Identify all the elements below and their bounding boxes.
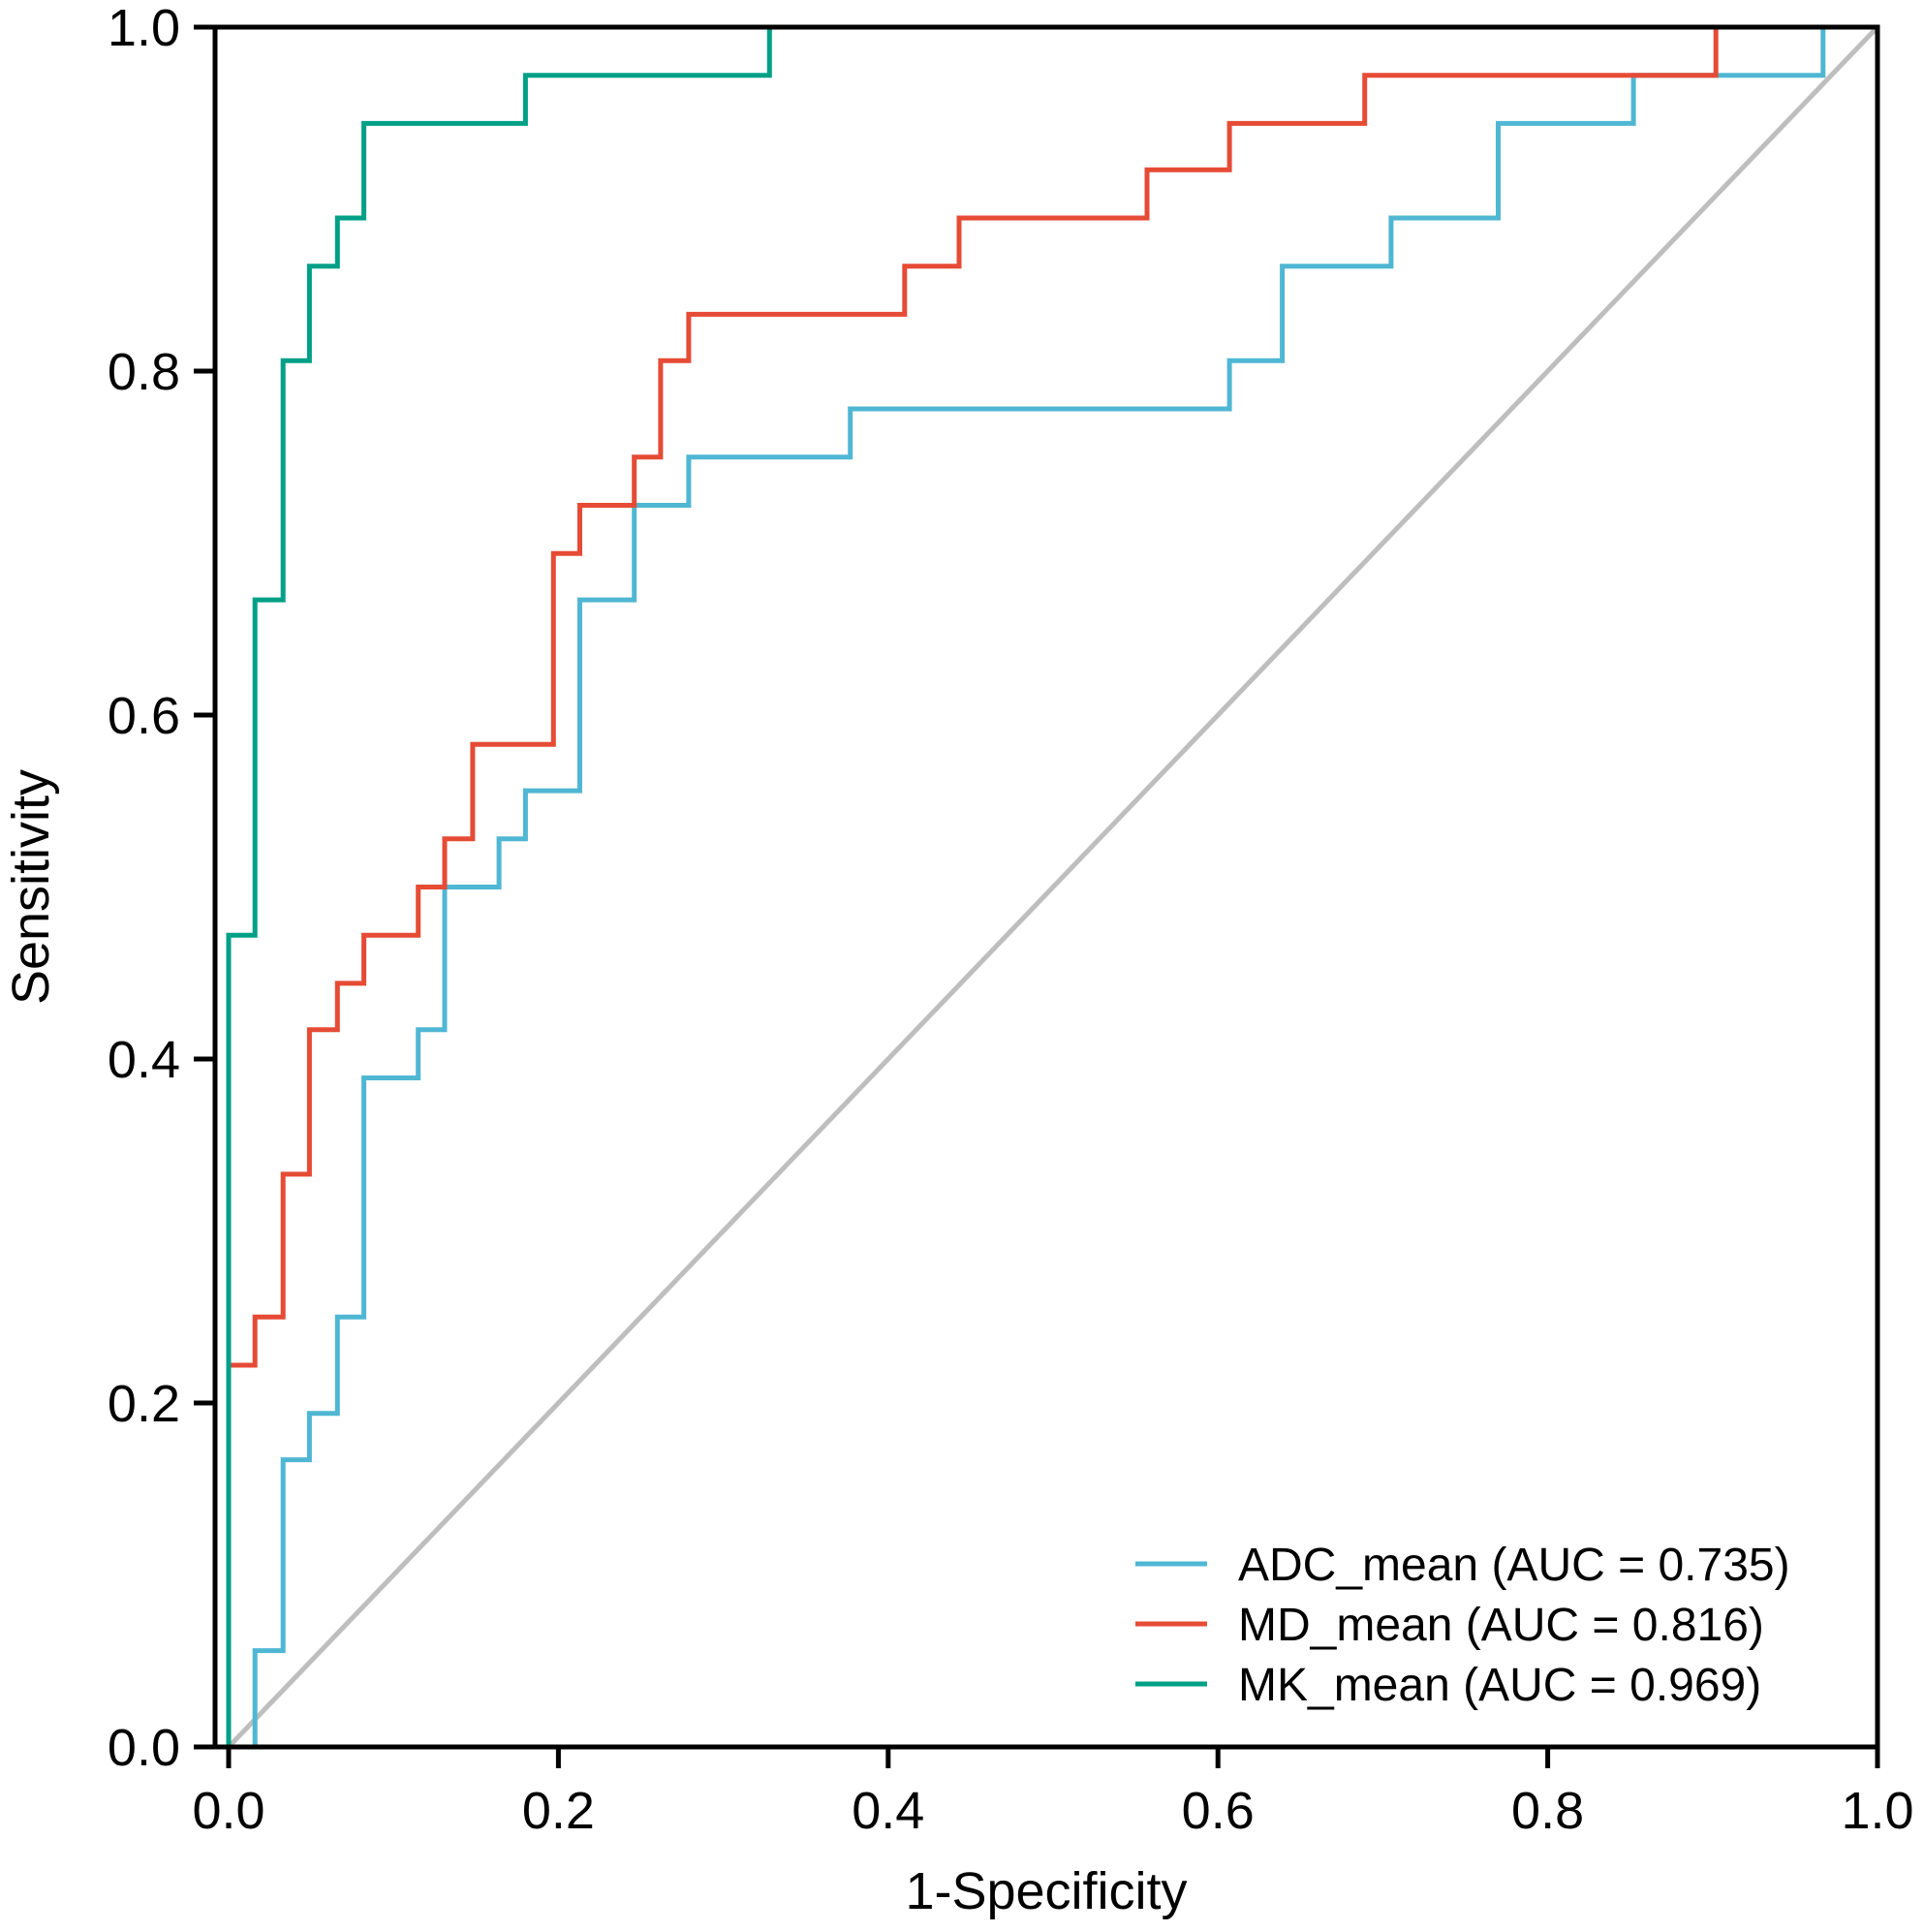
series-layer	[226, 24, 1877, 1747]
x-axis: 0.0 0.2 0.4 0.6 0.8 1.0	[192, 1747, 1914, 1840]
x-tick-label: 0.4	[852, 1782, 924, 1840]
series-line-md-mean	[229, 24, 1877, 1368]
y-tick-label: 0.0	[108, 1719, 180, 1777]
y-axis-title: Sensitivity	[2, 769, 60, 1005]
y-tick-label: 0.6	[108, 687, 180, 745]
series-line-mk-mean	[226, 24, 1877, 1747]
x-tick-label: 0.0	[192, 1782, 264, 1840]
reference-diagonal-line	[227, 25, 1879, 1749]
legend-label-adc-mean: ADC_mean (AUC = 0.735)	[1238, 1540, 1790, 1591]
x-axis-title: 1-Specificity	[905, 1862, 1187, 1920]
x-tick-label: 0.8	[1511, 1782, 1584, 1840]
plot-frame	[212, 24, 1880, 1750]
legend: ADC_mean (AUC = 0.735) MD_mean (AUC = 0.8…	[1135, 1540, 1790, 1711]
y-tick-label: 0.4	[108, 1031, 180, 1089]
x-tick-label: 0.6	[1182, 1782, 1255, 1840]
y-tick-label: 0.2	[108, 1375, 180, 1433]
legend-label-mk-mean: MK_mean (AUC = 0.969)	[1238, 1660, 1761, 1711]
x-tick-label: 1.0	[1841, 1782, 1913, 1840]
y-tick-label: 0.8	[108, 343, 180, 401]
x-tick-label: 0.2	[522, 1782, 595, 1840]
series-line-adc-mean	[252, 24, 1877, 1747]
legend-label-md-mean: MD_mean (AUC = 0.816)	[1238, 1600, 1764, 1651]
y-tick-label: 1.0	[108, 0, 180, 57]
reference-line-layer	[227, 25, 1879, 1749]
y-axis: 0.0 0.2 0.4 0.6 0.8 1.0	[108, 0, 215, 1777]
